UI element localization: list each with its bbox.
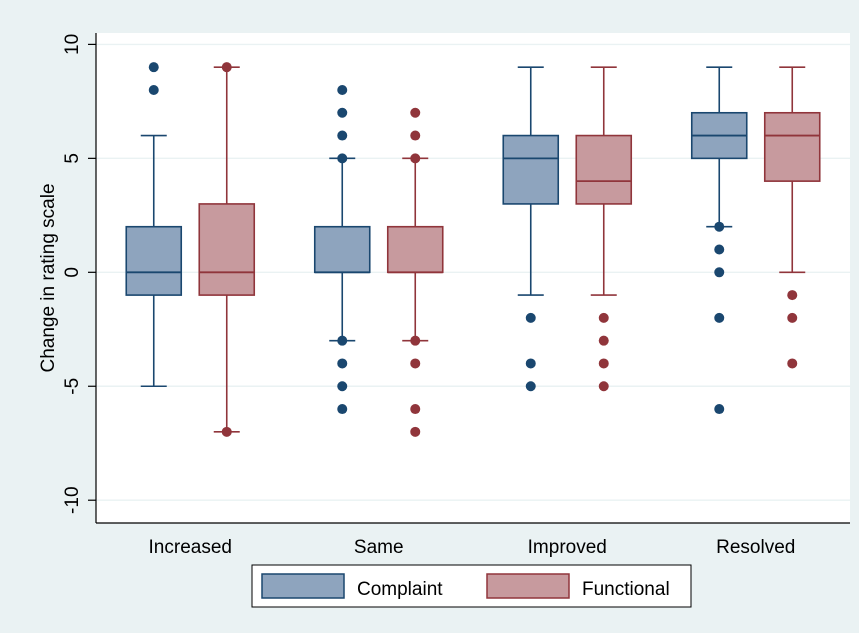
y-ticks: 10 5 0 -5 -10: [62, 34, 96, 514]
legend-label-complaint: Complaint: [357, 579, 443, 600]
outlier-point: [598, 335, 609, 346]
x-tick-label: Resolved: [716, 537, 795, 558]
outlier-point: [598, 381, 609, 392]
outlier-point: [410, 107, 421, 118]
box-functional-increased: [198, 62, 256, 437]
y-tick-label: -5: [62, 378, 83, 395]
y-tick-label: 5: [62, 153, 83, 164]
outlier-point: [525, 381, 536, 392]
legend-swatch-functional: [486, 573, 570, 599]
box-complaint-resolved: [690, 66, 748, 415]
outlier-point: [598, 358, 609, 369]
outlier-point: [148, 62, 159, 73]
box-iqr: [125, 225, 183, 296]
x-tick-label: Improved: [528, 537, 607, 558]
outlier-point: [410, 358, 421, 369]
outlier-point: [714, 404, 725, 415]
outlier-point: [337, 381, 348, 392]
legend-swatch-complaint: [261, 573, 345, 599]
box-iqr: [575, 134, 633, 205]
outlier-point: [337, 84, 348, 95]
boxes-layer: [125, 62, 821, 437]
outlier-point: [787, 290, 798, 301]
outlier-point: [337, 153, 348, 164]
box-functional-improved: [575, 66, 633, 392]
box-complaint-same: [313, 84, 371, 415]
box-complaint-increased: [125, 62, 183, 388]
outlier-point: [410, 426, 421, 437]
x-ticks: Increased Same Improved Resolved: [149, 537, 796, 558]
x-tick-label: Increased: [149, 537, 232, 558]
box-iqr: [386, 225, 444, 274]
outlier-point: [787, 358, 798, 369]
axes-layer: [95, 33, 850, 524]
y-tick-label: -10: [62, 486, 83, 513]
outlier-point: [410, 130, 421, 141]
box-iqr: [763, 111, 821, 182]
box-complaint-improved: [502, 66, 560, 392]
outlier-point: [337, 335, 348, 346]
box-iqr: [502, 134, 560, 205]
outlier-point: [525, 358, 536, 369]
outlier-point: [787, 312, 798, 323]
outlier-point: [337, 107, 348, 118]
outlier-point: [410, 404, 421, 415]
legend: Complaint Functional: [251, 564, 692, 608]
outlier-point: [525, 312, 536, 323]
outlier-point: [148, 84, 159, 95]
box-functional-same: [386, 107, 444, 437]
y-tick-label: 10: [62, 34, 83, 55]
outlier-point: [714, 244, 725, 255]
x-tick-label: Same: [354, 537, 404, 558]
legend-label-functional: Functional: [582, 579, 670, 600]
outlier-point: [598, 312, 609, 323]
box-iqr: [313, 225, 371, 274]
outlier-point: [221, 62, 232, 73]
outlier-point: [410, 153, 421, 164]
outlier-point: [714, 267, 725, 278]
outlier-point: [714, 221, 725, 232]
y-axis-label: Change in rating scale: [38, 183, 59, 372]
outlier-point: [337, 130, 348, 141]
box-iqr: [198, 203, 256, 296]
outlier-point: [410, 335, 421, 346]
box-functional-resolved: [763, 66, 821, 369]
outlier-point: [714, 312, 725, 323]
outlier-point: [337, 404, 348, 415]
outlier-point: [337, 358, 348, 369]
outlier-point: [221, 426, 232, 437]
y-tick-label: 0: [62, 267, 83, 278]
